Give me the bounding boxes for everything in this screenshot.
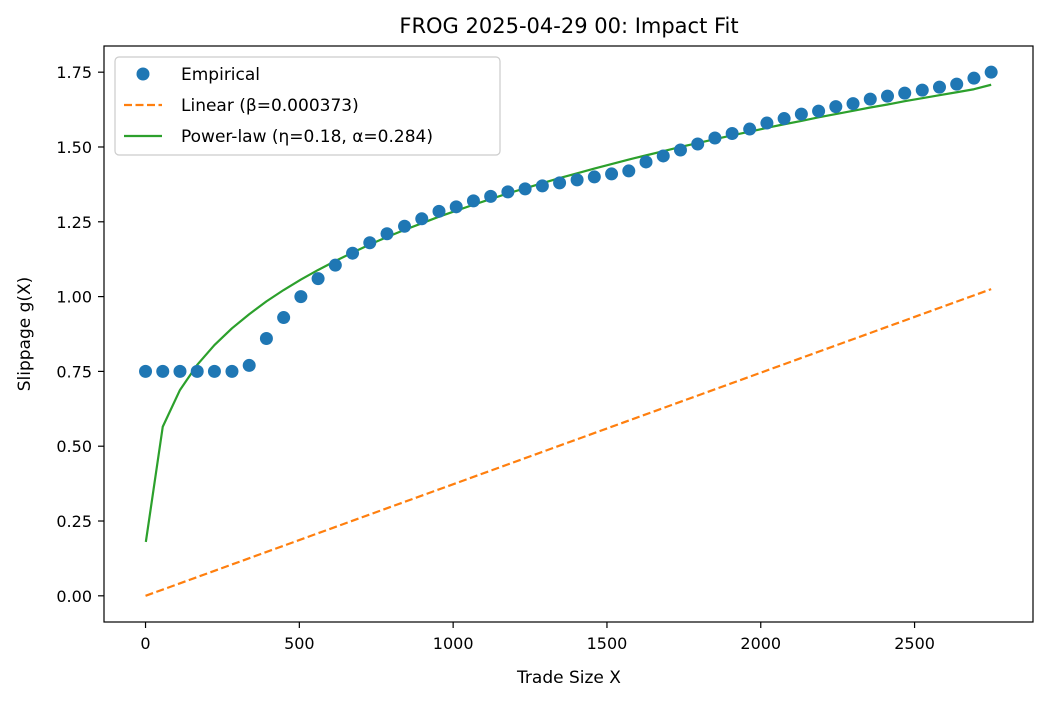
empirical-point bbox=[242, 358, 256, 372]
empirical-point bbox=[812, 104, 826, 118]
empirical-point bbox=[449, 200, 463, 214]
empirical-point bbox=[846, 97, 860, 111]
empirical-point bbox=[777, 112, 791, 126]
empirical-point bbox=[466, 194, 480, 208]
chart-title: FROG 2025-04-29 00: Impact Fit bbox=[399, 14, 738, 38]
empirical-point bbox=[380, 227, 394, 241]
y-tick-label: 1.00 bbox=[56, 288, 92, 307]
y-tick-label: 0.50 bbox=[56, 437, 92, 456]
empirical-point bbox=[794, 107, 808, 121]
legend-box bbox=[114, 56, 501, 156]
empirical-point bbox=[708, 131, 722, 145]
empirical-point bbox=[173, 364, 187, 378]
legend-label: Linear (β=0.000373) bbox=[181, 96, 359, 116]
empirical-point bbox=[415, 212, 429, 226]
legend: Empirical Linear (β=0.000373) Power-law (η… bbox=[114, 56, 501, 156]
legend-marker-empirical bbox=[136, 67, 150, 81]
y-axis-label: Slippage g(X) bbox=[15, 277, 35, 392]
linear-fit-line bbox=[145, 288, 992, 597]
x-axis-label: Trade Size X bbox=[516, 668, 621, 688]
empirical-point bbox=[691, 137, 705, 151]
y-tick-label: 0.25 bbox=[56, 512, 92, 531]
plot-area bbox=[139, 65, 998, 597]
x-tick-label: 1500 bbox=[587, 634, 628, 653]
legend-label: Empirical bbox=[181, 65, 260, 85]
empirical-point bbox=[484, 189, 498, 203]
empirical-point bbox=[605, 167, 619, 181]
empirical-point bbox=[294, 290, 308, 304]
empirical-point bbox=[898, 86, 912, 100]
empirical-point bbox=[346, 246, 360, 260]
axes: 0 500 1000 1500 2000 2500 0.00 0.25 0.50 0.75 1.00… bbox=[56, 45, 1034, 653]
empirical-point bbox=[535, 179, 549, 193]
empirical-point bbox=[190, 364, 204, 378]
empirical-point bbox=[725, 127, 739, 141]
empirical-point bbox=[398, 219, 412, 233]
x-tick-label: 500 bbox=[284, 634, 315, 653]
empirical-point bbox=[950, 77, 964, 91]
empirical-point bbox=[311, 272, 325, 286]
y-tick-label: 0.75 bbox=[56, 362, 92, 381]
x-tick-label: 2500 bbox=[894, 634, 935, 653]
y-tick-label: 1.50 bbox=[56, 138, 92, 157]
legend-label: Power-law (η=0.18, α=0.284) bbox=[181, 127, 433, 147]
empirical-point bbox=[363, 236, 377, 250]
x-tick-label: 2000 bbox=[740, 634, 781, 653]
empirical-point bbox=[743, 122, 757, 136]
empirical-point bbox=[932, 80, 946, 94]
y-tick-label: 0.00 bbox=[56, 587, 92, 606]
empirical-point bbox=[829, 100, 843, 114]
empirical-point bbox=[622, 164, 636, 178]
empirical-point bbox=[328, 258, 342, 272]
empirical-point bbox=[553, 176, 567, 190]
empirical-point bbox=[139, 364, 153, 378]
empirical-point bbox=[673, 143, 687, 157]
y-tick-label: 1.25 bbox=[56, 213, 92, 232]
empirical-point bbox=[518, 182, 532, 196]
empirical-point bbox=[225, 364, 239, 378]
empirical-point bbox=[880, 89, 894, 103]
y-tick-label: 1.75 bbox=[56, 63, 92, 82]
x-tick-label: 1000 bbox=[433, 634, 474, 653]
empirical-point bbox=[156, 364, 170, 378]
empirical-point bbox=[432, 204, 446, 218]
empirical-point bbox=[863, 92, 877, 106]
empirical-point bbox=[570, 173, 584, 187]
empirical-point bbox=[967, 71, 981, 85]
empirical-point bbox=[587, 170, 601, 184]
empirical-point bbox=[277, 311, 291, 325]
empirical-point bbox=[760, 116, 774, 130]
x-tick-label: 0 bbox=[140, 634, 150, 653]
axes-frame bbox=[103, 45, 1034, 623]
empirical-point bbox=[984, 65, 998, 79]
empirical-point bbox=[259, 331, 273, 345]
data-series bbox=[139, 65, 998, 597]
empirical-point bbox=[501, 185, 515, 199]
empirical-point bbox=[639, 155, 653, 169]
empirical-point bbox=[207, 364, 221, 378]
empirical-point bbox=[656, 149, 670, 163]
power-law-fit-line bbox=[144, 83, 992, 543]
empirical-point bbox=[915, 83, 929, 97]
